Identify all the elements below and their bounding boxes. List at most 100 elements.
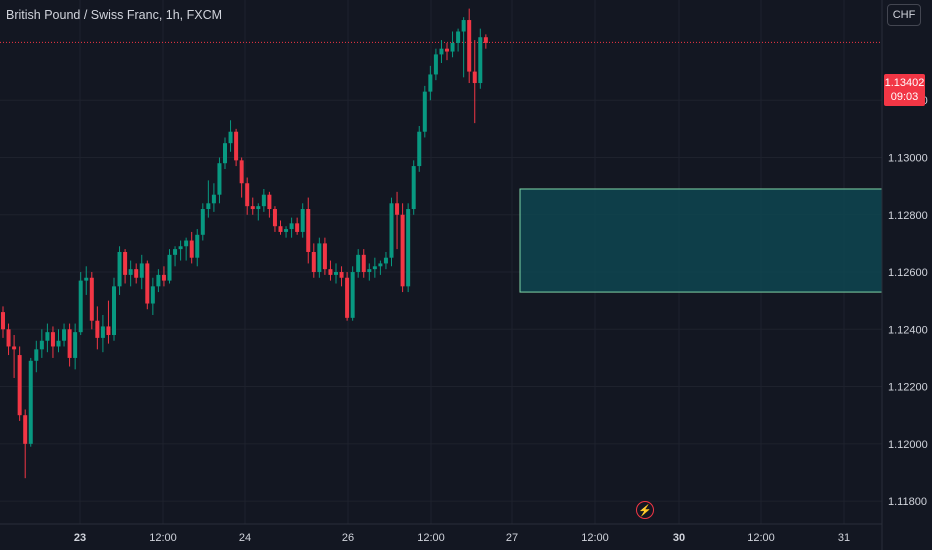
candle <box>200 203 205 241</box>
demand-zone-box[interactable] <box>519 188 883 293</box>
candle <box>56 329 61 353</box>
candle <box>106 300 111 344</box>
candle-body <box>56 340 61 347</box>
candle <box>73 323 78 370</box>
last-price-tag: 1.13402 09:03 <box>884 74 925 106</box>
candle-body <box>272 209 277 227</box>
candle-body <box>6 329 11 347</box>
candle-body <box>106 326 111 336</box>
candle <box>211 183 216 212</box>
candle <box>317 237 322 278</box>
price-tick-label: 1.12000 <box>888 439 928 451</box>
last-price-value: 1.13402 <box>884 77 925 89</box>
candle-body <box>167 254 172 281</box>
time-tick-label: 12:00 <box>581 532 609 544</box>
candle <box>145 260 150 310</box>
candle <box>89 272 94 330</box>
candle-body <box>422 91 427 132</box>
candle <box>17 346 22 421</box>
candle-body <box>173 249 178 255</box>
candle-body <box>483 37 488 43</box>
price-tick-label: 1.11800 <box>888 496 927 508</box>
price-tick-label: 1.12600 <box>888 267 928 279</box>
candle-body <box>395 203 400 215</box>
candle <box>450 31 455 58</box>
candle-body <box>84 277 89 281</box>
candle <box>428 65 433 101</box>
candle <box>406 203 411 293</box>
candle <box>50 326 55 358</box>
candle-body <box>245 183 250 207</box>
candle <box>12 335 17 378</box>
candle-body <box>372 266 377 270</box>
candles <box>1 8 488 479</box>
candle-body <box>472 71 477 84</box>
candle <box>361 249 366 278</box>
candle-body <box>178 246 183 250</box>
candle <box>345 272 350 321</box>
candle-body <box>278 226 283 232</box>
candle-body <box>361 254 366 273</box>
candle-body <box>417 131 422 167</box>
candle-body <box>284 229 289 232</box>
candle-body <box>461 20 466 32</box>
candle-body <box>428 74 433 92</box>
candle-body <box>23 415 28 444</box>
candle <box>45 323 50 353</box>
candle-body <box>300 209 305 232</box>
candle-body <box>161 274 166 281</box>
candle-body <box>78 280 83 333</box>
candle <box>206 180 211 218</box>
candle <box>472 40 477 124</box>
candle-body <box>73 332 78 358</box>
lightning-icon[interactable]: ⚡ <box>636 501 654 519</box>
candle <box>161 266 166 287</box>
candle-body <box>367 269 372 273</box>
candle <box>239 157 244 198</box>
candle-body <box>383 257 388 264</box>
candle-body <box>234 131 239 161</box>
candle-body <box>17 355 22 416</box>
candle-body <box>239 160 244 184</box>
candle-body <box>467 20 472 72</box>
candle-body <box>200 209 205 235</box>
candle-body <box>223 143 227 164</box>
candle-body <box>445 48 449 52</box>
candle <box>112 277 116 341</box>
time-tick-label: 26 <box>342 532 354 544</box>
candle-body <box>406 209 411 287</box>
candle-body <box>45 332 50 341</box>
candle <box>250 197 255 215</box>
currency-button[interactable]: CHF <box>887 4 921 26</box>
candle-body <box>67 329 72 358</box>
candle-body <box>62 329 67 341</box>
candle <box>84 266 89 295</box>
candle <box>267 191 272 218</box>
candle-body <box>123 251 128 275</box>
candle <box>272 206 277 232</box>
candle <box>189 231 194 264</box>
candle <box>417 125 422 172</box>
candle <box>28 357 33 447</box>
candle <box>383 251 388 270</box>
candle <box>339 266 344 287</box>
candle-body <box>211 194 216 204</box>
candle-body <box>317 243 322 273</box>
time-tick-label: 12:00 <box>149 532 177 544</box>
candle <box>334 263 338 284</box>
candle-body <box>439 48 444 55</box>
candle <box>439 40 444 63</box>
time-axis[interactable]: 23 12:00 24 26 12:00 27 12:00 30 12:00 31 <box>74 532 850 544</box>
candle <box>117 246 122 295</box>
candle <box>289 217 294 238</box>
candle <box>178 240 183 261</box>
candle <box>350 266 355 321</box>
candle <box>100 314 105 353</box>
candle <box>34 340 39 373</box>
candle <box>445 42 449 61</box>
candle <box>195 229 200 267</box>
candle-body <box>478 37 483 84</box>
candle-body <box>150 286 155 304</box>
candle <box>400 203 405 293</box>
